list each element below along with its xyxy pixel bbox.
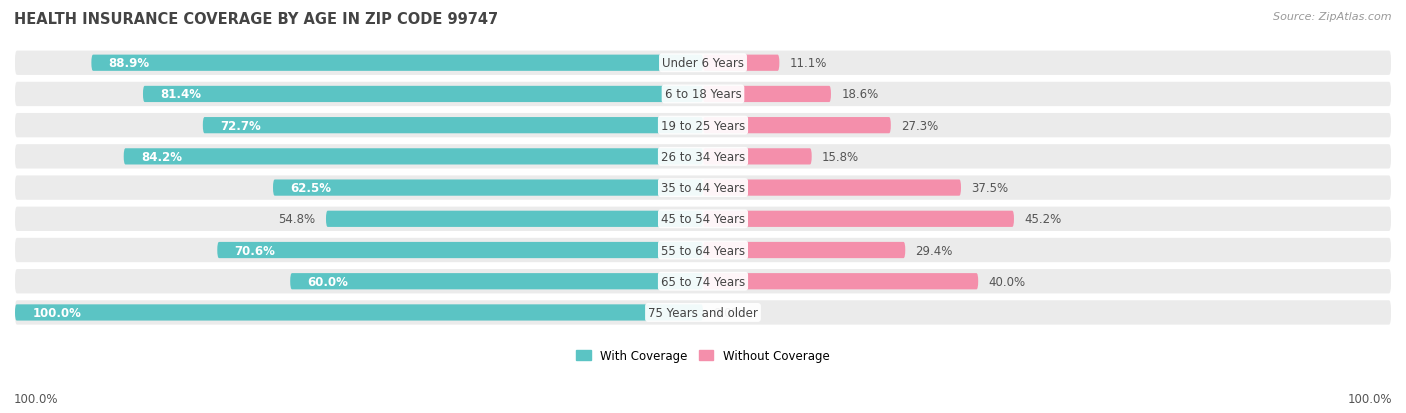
FancyBboxPatch shape <box>15 269 1391 294</box>
FancyBboxPatch shape <box>15 114 1391 138</box>
FancyBboxPatch shape <box>703 273 979 290</box>
Text: HEALTH INSURANCE COVERAGE BY AGE IN ZIP CODE 99747: HEALTH INSURANCE COVERAGE BY AGE IN ZIP … <box>14 12 498 27</box>
Text: 29.4%: 29.4% <box>915 244 953 257</box>
FancyBboxPatch shape <box>703 242 905 259</box>
Text: 45.2%: 45.2% <box>1025 213 1062 226</box>
FancyBboxPatch shape <box>703 55 779 72</box>
FancyBboxPatch shape <box>218 242 703 259</box>
FancyBboxPatch shape <box>15 52 1391 76</box>
Text: Source: ZipAtlas.com: Source: ZipAtlas.com <box>1274 12 1392 22</box>
Text: 11.1%: 11.1% <box>790 57 827 70</box>
Text: 6 to 18 Years: 6 to 18 Years <box>665 88 741 101</box>
Text: 27.3%: 27.3% <box>901 119 938 132</box>
FancyBboxPatch shape <box>124 149 703 165</box>
Text: 19 to 25 Years: 19 to 25 Years <box>661 119 745 132</box>
FancyBboxPatch shape <box>703 149 811 165</box>
Text: 88.9%: 88.9% <box>108 57 149 70</box>
FancyBboxPatch shape <box>703 211 1014 228</box>
FancyBboxPatch shape <box>15 305 703 321</box>
Text: 62.5%: 62.5% <box>290 182 332 195</box>
Text: 18.6%: 18.6% <box>841 88 879 101</box>
Text: 35 to 44 Years: 35 to 44 Years <box>661 182 745 195</box>
FancyBboxPatch shape <box>15 301 1391 325</box>
FancyBboxPatch shape <box>15 207 1391 231</box>
Text: 100.0%: 100.0% <box>14 392 59 405</box>
Text: 40.0%: 40.0% <box>988 275 1025 288</box>
Text: 72.7%: 72.7% <box>219 119 260 132</box>
Text: 45 to 54 Years: 45 to 54 Years <box>661 213 745 226</box>
Text: 75 Years and older: 75 Years and older <box>648 306 758 319</box>
Text: 26 to 34 Years: 26 to 34 Years <box>661 150 745 164</box>
FancyBboxPatch shape <box>290 273 703 290</box>
Text: 65 to 74 Years: 65 to 74 Years <box>661 275 745 288</box>
Text: 60.0%: 60.0% <box>308 275 349 288</box>
FancyBboxPatch shape <box>326 211 703 228</box>
FancyBboxPatch shape <box>143 87 703 103</box>
FancyBboxPatch shape <box>202 118 703 134</box>
FancyBboxPatch shape <box>273 180 703 196</box>
Text: 100.0%: 100.0% <box>1347 392 1392 405</box>
Text: 84.2%: 84.2% <box>141 150 181 164</box>
Text: 70.6%: 70.6% <box>235 244 276 257</box>
Text: 15.8%: 15.8% <box>823 150 859 164</box>
Text: 81.4%: 81.4% <box>160 88 201 101</box>
Text: Under 6 Years: Under 6 Years <box>662 57 744 70</box>
FancyBboxPatch shape <box>15 145 1391 169</box>
FancyBboxPatch shape <box>91 55 703 72</box>
FancyBboxPatch shape <box>15 238 1391 263</box>
FancyBboxPatch shape <box>15 83 1391 107</box>
Text: 55 to 64 Years: 55 to 64 Years <box>661 244 745 257</box>
Text: 100.0%: 100.0% <box>32 306 82 319</box>
Text: 37.5%: 37.5% <box>972 182 1008 195</box>
Legend: With Coverage, Without Coverage: With Coverage, Without Coverage <box>572 345 834 367</box>
FancyBboxPatch shape <box>15 176 1391 200</box>
Text: 54.8%: 54.8% <box>278 213 316 226</box>
Text: 0.0%: 0.0% <box>713 306 742 319</box>
FancyBboxPatch shape <box>703 118 891 134</box>
FancyBboxPatch shape <box>703 180 960 196</box>
FancyBboxPatch shape <box>703 87 831 103</box>
